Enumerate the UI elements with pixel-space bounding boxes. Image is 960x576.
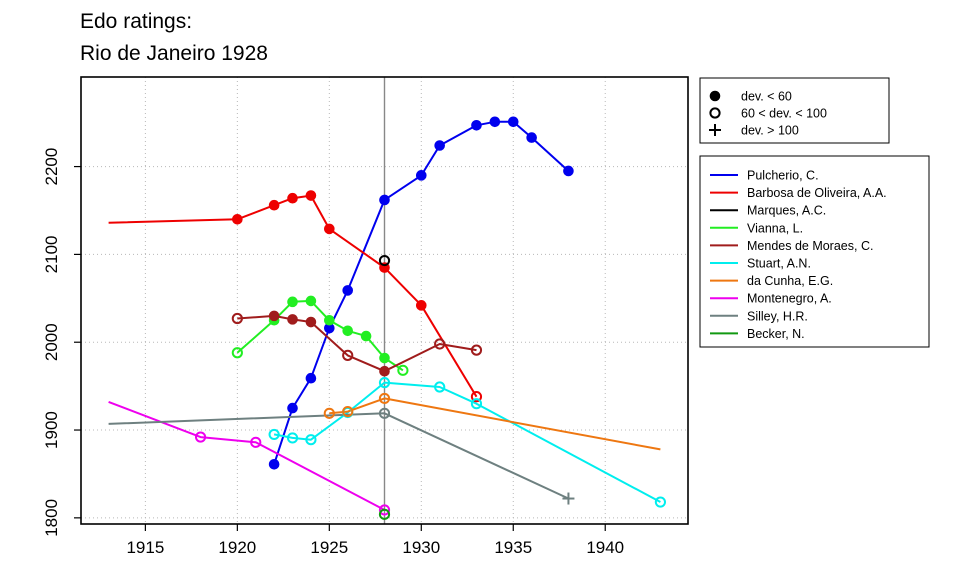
- y-tick-label: 2200: [42, 148, 61, 186]
- data-point-pulcherio-c: [471, 120, 482, 131]
- marker-legend-box: [699, 77, 890, 144]
- series-line-stuart-a-n: [273, 381, 661, 503]
- legend-label-barbosa-de-oliveira-a-a: Barbosa de Oliveira, A.A.: [747, 186, 887, 200]
- data-point-stuart-a-n: [378, 377, 391, 389]
- data-point-mendes-de-moraes-c: [470, 344, 483, 356]
- data-point-vianna-l: [287, 296, 298, 308]
- data-point-silley-h-r: [562, 492, 575, 505]
- series-legend-box: [699, 155, 930, 348]
- data-point-stuart-a-n: [268, 428, 280, 441]
- data-point-pulcherio-c: [287, 402, 298, 414]
- data-point-vianna-l: [379, 352, 390, 364]
- data-point-stuart-a-n: [305, 434, 317, 446]
- data-point-mendes-de-moraes-c: [305, 316, 317, 328]
- data-point-pulcherio-c: [379, 194, 390, 206]
- data-point-stuart-a-n: [470, 398, 483, 410]
- data-point-marques-a-c: [378, 254, 391, 267]
- data-point-stuart-a-n: [286, 432, 299, 444]
- data-point-montenegro-a: [250, 436, 262, 448]
- data-point-barbosa-de-oliveira-a-a: [232, 213, 243, 225]
- data-point-mendes-de-moraes-c: [379, 365, 390, 377]
- data-point-vianna-l: [324, 314, 335, 326]
- marker-legend: dev. < 60 60 < dev. < 100 dev. > 100: [699, 77, 890, 144]
- data-point-becker-n: [378, 508, 391, 520]
- y-axis: 1800 1900 2000 2100 2200: [42, 148, 81, 537]
- data-point-mendes-de-moraes-c: [231, 312, 243, 325]
- data-point-pulcherio-c: [489, 116, 501, 128]
- series-line-vianna-l: [236, 299, 404, 372]
- data-point-montenegro-a: [378, 504, 391, 516]
- data-point-pulcherio-c: [563, 165, 574, 177]
- series-markers: [194, 116, 667, 520]
- data-point-pulcherio-c: [507, 116, 519, 128]
- data-point-barbosa-de-oliveira-a-a: [287, 192, 298, 204]
- series-line-montenegro-a: [108, 400, 385, 511]
- legend-label-da-cunha-e-g: da Cunha, E.G.: [747, 274, 833, 288]
- legend-symbol-open-circle: [709, 107, 721, 119]
- data-point-vianna-l: [231, 347, 243, 359]
- y-tick-label: 1900: [42, 411, 61, 449]
- legend-label-becker-n: Becker, N.: [747, 327, 805, 341]
- data-point-stuart-a-n: [434, 381, 446, 393]
- data-point-da-cunha-e-g: [378, 392, 391, 405]
- data-point-pulcherio-c: [268, 458, 280, 470]
- legend-label-vianna-l: Vianna, L.: [747, 221, 803, 235]
- data-point-mendes-de-moraes-c: [434, 338, 446, 350]
- legend-label-montenegro-a: Montenegro, A.: [747, 292, 832, 306]
- legend-symbol-filled-circle: [709, 90, 721, 102]
- data-point-montenegro-a: [194, 431, 207, 443]
- data-point-mendes-de-moraes-c: [287, 314, 298, 325]
- data-point-barbosa-de-oliveira-a-a: [415, 300, 427, 311]
- plot-frame: [80, 76, 689, 525]
- data-point-vianna-l: [305, 295, 317, 307]
- data-point-mendes-de-moraes-c: [342, 349, 354, 361]
- data-point-pulcherio-c: [305, 372, 317, 384]
- x-tick-label: 1920: [218, 538, 256, 557]
- data-point-pulcherio-c: [342, 285, 354, 296]
- data-point-silley-h-r: [378, 407, 391, 419]
- x-tick-label: 1930: [402, 538, 440, 557]
- legend-label-mendes-de-moraes-c: Mendes de Moraes, C.: [747, 239, 873, 253]
- data-point-pulcherio-c: [526, 132, 537, 143]
- data-point-vianna-l: [397, 364, 409, 376]
- marker-legend-label: dev. > 100: [741, 124, 799, 138]
- legend-label-silley-h-r: Silley, H.R.: [747, 309, 808, 323]
- x-axis: 1915 1920 1925 1930 1935 1940: [126, 524, 624, 557]
- data-point-stuart-a-n: [654, 496, 667, 508]
- x-tick-label: 1925: [310, 538, 348, 557]
- data-point-da-cunha-e-g: [323, 407, 335, 419]
- marker-legend-label: dev. < 60: [741, 90, 792, 104]
- series-legend: Pulcherio, C. Barbosa de Oliveira, A.A. Ma…: [699, 155, 930, 348]
- data-point-vianna-l: [342, 325, 354, 337]
- legend-label-pulcherio-c: Pulcherio, C.: [747, 169, 819, 183]
- data-point-vianna-l: [360, 330, 372, 342]
- y-tick-label: 1800: [42, 499, 61, 537]
- data-point-pulcherio-c: [434, 140, 445, 151]
- y-tick-label: 2100: [42, 235, 61, 273]
- chart-title-line-1: Edo ratings:: [80, 10, 192, 33]
- legend-label-marques-a-c: Marques, A.C.: [747, 204, 826, 218]
- chart-title-line-2: Rio de Janeiro 1928: [80, 42, 268, 65]
- x-tick-label: 1935: [494, 538, 532, 557]
- data-point-pulcherio-c: [415, 170, 427, 181]
- grid-lines: [81, 77, 688, 524]
- y-tick-label: 2000: [42, 323, 61, 361]
- x-tick-label: 1940: [586, 538, 624, 557]
- marker-legend-label: 60 < dev. < 100: [741, 107, 827, 121]
- legend-symbol-plus: [709, 124, 721, 136]
- data-point-barbosa-de-oliveira-a-a: [470, 391, 483, 403]
- data-point-mendes-de-moraes-c: [268, 310, 280, 322]
- data-point-da-cunha-e-g: [342, 405, 354, 418]
- data-point-barbosa-de-oliveira-a-a: [268, 199, 280, 211]
- data-point-barbosa-de-oliveira-a-a: [324, 223, 335, 235]
- x-tick-label: 1915: [126, 538, 164, 557]
- series-line-da-cunha-e-g: [329, 397, 661, 451]
- legend-label-stuart-a-n: Stuart, A.N.: [747, 257, 811, 271]
- series-line-silley-h-r: [108, 412, 569, 500]
- data-point-barbosa-de-oliveira-a-a: [305, 190, 317, 201]
